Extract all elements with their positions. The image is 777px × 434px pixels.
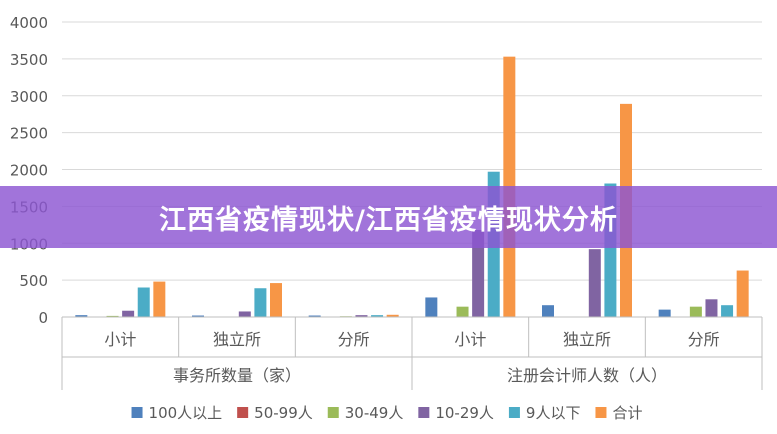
bar [425,297,438,317]
legend-swatch [327,407,339,418]
x-group-label: 事务所数量（家） [173,366,301,385]
y-tick-label: 2500 [10,125,48,143]
bar [308,315,321,317]
legend-label: 30-49人 [345,404,404,422]
y-tick-label: 3000 [10,88,48,106]
legend-label: 10-29人 [435,404,494,422]
bar [270,283,282,317]
legend-label: 合计 [612,404,642,422]
bar [75,315,88,317]
legend-label: 100人以上 [149,404,223,422]
bar [705,299,718,317]
bar [122,310,135,317]
y-tick-label: 2000 [10,162,48,180]
y-tick-label: 4000 [10,14,48,32]
x-tick-label: 分所 [688,330,720,349]
bar [355,315,368,317]
bar [137,287,150,317]
x-tick-label: 独立所 [563,330,611,349]
bar [106,315,119,317]
legend-swatch [131,407,143,418]
bar [254,288,267,317]
bar [658,309,671,317]
legend-label: 50-99人 [254,404,313,422]
bar [386,314,399,317]
bar [192,315,204,317]
y-tick-label: 0 [38,309,48,327]
bar [721,305,734,317]
x-group-label: 注册会计师人数（人） [507,366,667,385]
legend-swatch [237,407,249,418]
x-tick-label: 小计 [104,330,136,349]
x-tick-label: 小计 [454,330,486,349]
title-banner: 江西省疫情现状/江西省疫情现状分析 [0,186,777,248]
bar [542,305,554,317]
y-tick-label: 500 [19,272,48,290]
bar [153,281,166,317]
bar [456,306,469,317]
bar [472,229,485,317]
y-tick-label: 3500 [10,51,48,69]
bar [689,306,702,317]
bar [588,249,601,317]
x-tick-label: 分所 [338,330,370,349]
x-tick-label: 独立所 [213,330,261,349]
bar [238,311,251,317]
banner-title: 江西省疫情现状/江西省疫情现状分析 [159,204,618,236]
legend-swatch [508,407,520,418]
legend-label: 9人以下 [526,404,581,422]
legend-swatch [595,407,607,418]
bar [736,270,749,317]
bar [371,315,384,317]
legend-swatch [418,407,430,418]
